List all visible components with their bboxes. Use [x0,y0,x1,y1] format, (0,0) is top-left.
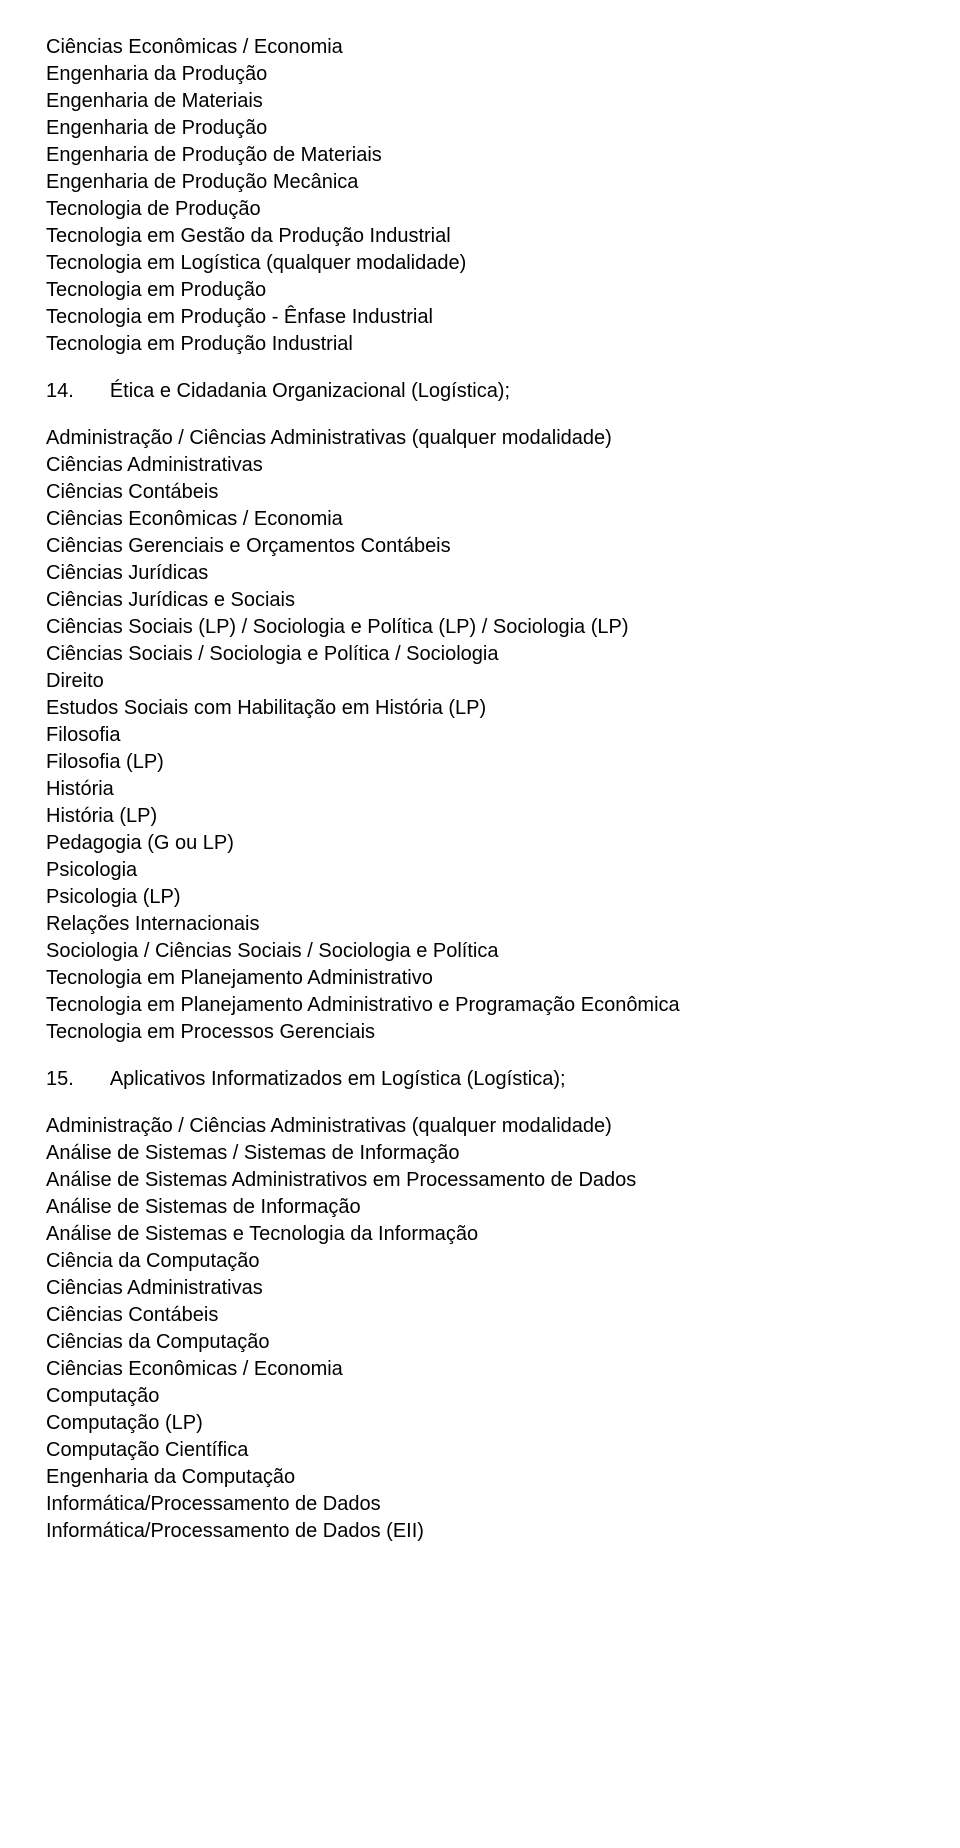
list-item: Administração / Ciências Administrativas… [46,425,914,452]
section-number: 14. [46,378,74,405]
list-item: Engenharia de Produção [46,115,914,142]
list-item: Ciência da Computação [46,1248,914,1275]
list-item: Ciências Sociais / Sociologia e Política… [46,641,914,668]
list-item: Psicologia (LP) [46,884,914,911]
list-item: Ciências Econômicas / Economia [46,34,914,61]
list-item: Análise de Sistemas de Informação [46,1194,914,1221]
list-item: Tecnologia em Planejamento Administrativ… [46,992,914,1019]
list-item: Ciências Jurídicas e Sociais [46,587,914,614]
list-item: Ciências Jurídicas [46,560,914,587]
list-item: Ciências Administrativas [46,452,914,479]
list-item: Ciências Administrativas [46,1275,914,1302]
list-item: Computação (LP) [46,1410,914,1437]
list-item: Computação [46,1383,914,1410]
list-item: Sociologia / Ciências Sociais / Sociolog… [46,938,914,965]
list-item: Engenharia de Materiais [46,88,914,115]
section-title: Ética e Cidadania Organizacional (Logíst… [110,378,914,405]
list-item: Direito [46,668,914,695]
section-14-block: Administração / Ciências Administrativas… [46,425,914,1046]
list-item: Computação Científica [46,1437,914,1464]
list-item: Filosofia [46,722,914,749]
list-item: Informática/Processamento de Dados [46,1491,914,1518]
section-15-block: Administração / Ciências Administrativas… [46,1113,914,1545]
list-item: Engenharia da Produção [46,61,914,88]
list-item: Ciências Contábeis [46,479,914,506]
document-page: Ciências Econômicas / Economia Engenhari… [0,0,960,1585]
list-item: Ciências Sociais (LP) / Sociologia e Pol… [46,614,914,641]
list-item: Tecnologia de Produção [46,196,914,223]
list-item: Administração / Ciências Administrativas… [46,1113,914,1140]
list-item: Análise de Sistemas / Sistemas de Inform… [46,1140,914,1167]
list-item: Tecnologia em Processos Gerenciais [46,1019,914,1046]
list-item: Análise de Sistemas Administrativos em P… [46,1167,914,1194]
section-title: Aplicativos Informatizados em Logística … [110,1066,914,1093]
section-number: 15. [46,1066,74,1093]
list-item: Engenharia de Produção de Materiais [46,142,914,169]
list-item: Tecnologia em Logística (qualquer modali… [46,250,914,277]
list-item: Análise de Sistemas e Tecnologia da Info… [46,1221,914,1248]
section-15-heading: 15. Aplicativos Informatizados em Logíst… [46,1066,914,1093]
list-item: Tecnologia em Planejamento Administrativ… [46,965,914,992]
list-item: História (LP) [46,803,914,830]
list-item: Tecnologia em Produção [46,277,914,304]
list-item: Filosofia (LP) [46,749,914,776]
list-item: Tecnologia em Gestão da Produção Industr… [46,223,914,250]
list-item: Tecnologia em Produção - Ênfase Industri… [46,304,914,331]
list-item: Psicologia [46,857,914,884]
list-item: Ciências Contábeis [46,1302,914,1329]
list-item: Relações Internacionais [46,911,914,938]
list-item: Engenharia de Produção Mecânica [46,169,914,196]
list-item: Tecnologia em Produção Industrial [46,331,914,358]
section-14-heading: 14. Ética e Cidadania Organizacional (Lo… [46,378,914,405]
list-item: Engenharia da Computação [46,1464,914,1491]
top-block: Ciências Econômicas / Economia Engenhari… [46,34,914,358]
list-item: Estudos Sociais com Habilitação em Histó… [46,695,914,722]
list-item: Ciências Econômicas / Economia [46,1356,914,1383]
list-item: Informática/Processamento de Dados (EII) [46,1518,914,1545]
list-item: Ciências Gerenciais e Orçamentos Contábe… [46,533,914,560]
list-item: Ciências Econômicas / Economia [46,506,914,533]
list-item: História [46,776,914,803]
list-item: Pedagogia (G ou LP) [46,830,914,857]
list-item: Ciências da Computação [46,1329,914,1356]
